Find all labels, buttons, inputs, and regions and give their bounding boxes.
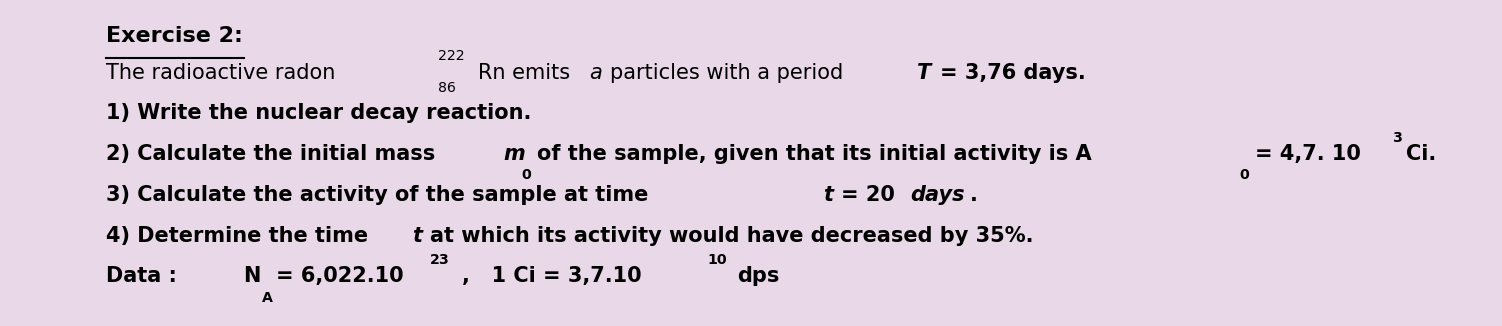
Text: 3: 3 [1392, 131, 1403, 145]
Text: 0: 0 [1239, 169, 1250, 183]
Text: 23: 23 [430, 253, 451, 267]
Text: 4) Determine the time: 4) Determine the time [107, 226, 368, 245]
Text: The radioactive radon: The radioactive radon [107, 63, 336, 82]
Text: Ci.: Ci. [1406, 144, 1436, 164]
Text: m: m [503, 144, 526, 164]
Text: t: t [823, 185, 834, 205]
Text: of the sample, given that its initial activity is A: of the sample, given that its initial ac… [536, 144, 1092, 164]
Text: particles with a period: particles with a period [610, 63, 843, 82]
Text: Exercise 2:: Exercise 2: [107, 26, 243, 46]
Text: 3) Calculate the activity of the sample at time: 3) Calculate the activity of the sample … [107, 185, 649, 205]
Text: Data :: Data : [107, 266, 177, 286]
Text: A: A [263, 291, 273, 305]
Text: N: N [243, 266, 260, 286]
Text: 222: 222 [437, 49, 464, 63]
Text: .: . [970, 185, 978, 205]
Text: at which its activity would have decreased by 35%.: at which its activity would have decreas… [430, 226, 1033, 245]
Text: a: a [589, 63, 602, 82]
Text: 10: 10 [707, 253, 727, 267]
Text: = 3,76 days.: = 3,76 days. [940, 63, 1086, 82]
Text: = 20: = 20 [841, 185, 895, 205]
Text: T: T [918, 63, 931, 82]
Text: 0: 0 [521, 169, 532, 183]
Text: 1) Write the nuclear decay reaction.: 1) Write the nuclear decay reaction. [107, 103, 532, 123]
Text: = 4,7. 10: = 4,7. 10 [1254, 144, 1361, 164]
Text: 86: 86 [437, 81, 455, 95]
Text: 2) Calculate the initial mass: 2) Calculate the initial mass [107, 144, 436, 164]
Text: days: days [910, 185, 964, 205]
Text: t: t [412, 226, 422, 245]
Text: ,   1 Ci = 3,7.10: , 1 Ci = 3,7.10 [461, 266, 641, 286]
Text: dps: dps [737, 266, 780, 286]
Text: Rn emits: Rn emits [478, 63, 571, 82]
Text: = 6,022.10: = 6,022.10 [276, 266, 404, 286]
